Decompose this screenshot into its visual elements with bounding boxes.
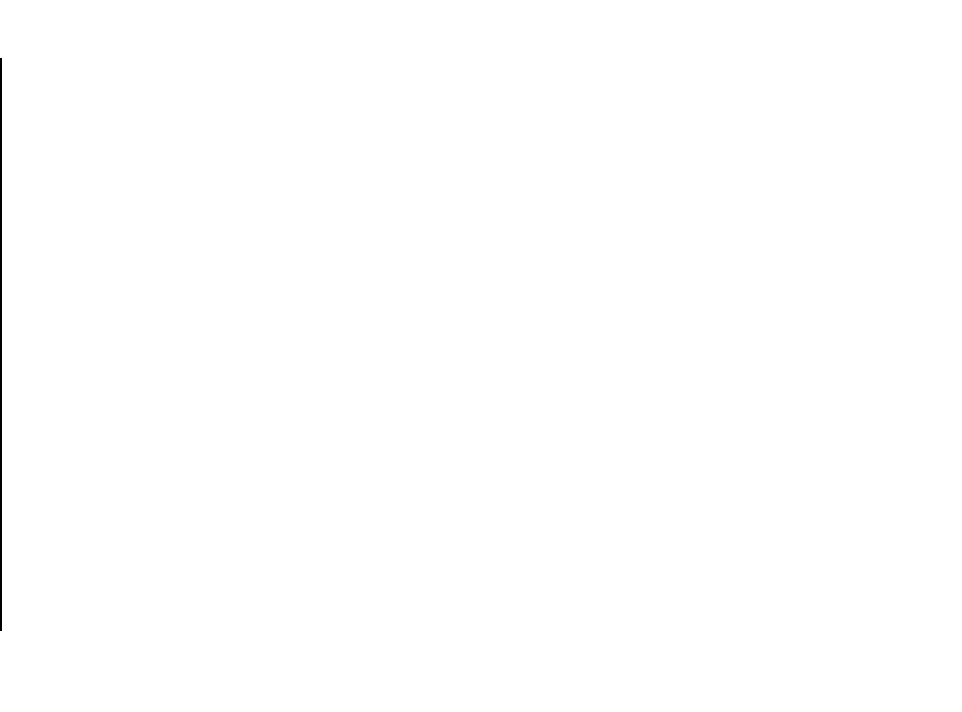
panel-c-line-plot-canvas (0, 302, 962, 400)
panel-b-scalogram-canvas (0, 180, 962, 275)
panel-d-y-axis-label (88, 429, 102, 499)
panel-e-y-axis-label (88, 552, 102, 622)
panel-d-scalogram-canvas (0, 424, 962, 521)
panel-e-semblance-canvas (0, 547, 962, 644)
panel-a-line-plot-canvas (0, 55, 962, 155)
panel-b-y-axis-label (88, 184, 102, 254)
vertical-marker-line-dashed (0, 58, 2, 631)
